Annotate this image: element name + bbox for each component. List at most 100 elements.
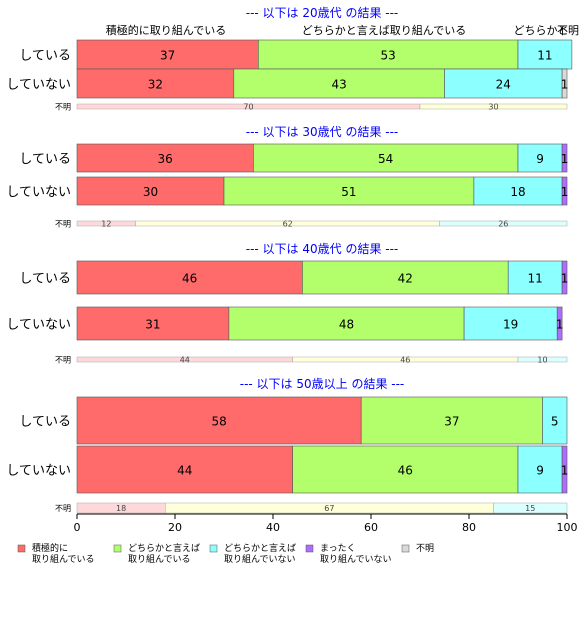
missing-label: 不明: [55, 504, 71, 513]
data-label: 48: [339, 318, 354, 332]
category-label: していない: [6, 78, 71, 93]
data-label: 1: [561, 185, 569, 199]
legend-label-line: 取り組んでいる: [32, 553, 95, 565]
missing-segment: [439, 220, 568, 227]
x-tick-label: 100: [557, 521, 578, 534]
data-label: 31: [145, 318, 160, 332]
bar-segment: [233, 68, 445, 99]
missing-label: 不明: [55, 220, 71, 229]
data-label: 24: [496, 78, 511, 92]
bar-segment: [223, 176, 475, 206]
data-label: 37: [444, 415, 459, 429]
bar-segment: [463, 306, 558, 341]
header-label: どちらかと言えば取り組んでいる: [302, 24, 466, 37]
header-label: どちらかと: [514, 24, 569, 37]
missing-segment: [419, 103, 568, 110]
data-label: 37: [160, 49, 175, 63]
category-label: していない: [6, 464, 71, 479]
legend-label: どちらかと言えば取り組んでいない: [224, 542, 296, 565]
bar-segment: [561, 260, 568, 295]
missing-value-label: 26: [498, 220, 508, 229]
bar-segment: [302, 260, 509, 295]
x-tick-label: 60: [364, 521, 378, 534]
legend-label-line: 不明: [416, 543, 434, 554]
data-label: 1: [561, 464, 569, 478]
bar-segment: [76, 260, 303, 295]
data-label: 46: [398, 464, 413, 478]
group-title: --- 以下は 30歳代 の結果 ---: [246, 125, 399, 139]
legend-label-line: どちらかと言えば: [224, 542, 296, 554]
missing-label: 不明: [55, 356, 71, 365]
data-label: 11: [528, 272, 543, 286]
data-label: 9: [536, 152, 544, 166]
header-label: 不明: [557, 24, 579, 37]
data-label: 53: [381, 49, 396, 63]
data-label: 19: [503, 318, 518, 332]
legend-label-line: 取り組んでいない: [320, 553, 392, 565]
data-label: 30: [143, 185, 158, 199]
data-label: 1: [561, 78, 569, 92]
bar-segment: [292, 445, 519, 494]
bar-segment: [517, 445, 563, 494]
legend-label-line: 取り組んでいない: [224, 553, 296, 565]
missing-value-label: 30: [488, 103, 498, 112]
data-label: 1: [561, 272, 569, 286]
x-tick-label: 40: [266, 521, 280, 534]
data-label: 36: [158, 152, 173, 166]
legend-label: まったく取り組んでいない: [320, 543, 392, 565]
bar-segment: [507, 260, 563, 295]
missing-value-label: 62: [283, 220, 293, 229]
category-label: している: [19, 415, 71, 430]
missing-segment: [517, 356, 568, 363]
missing-segment: [493, 502, 568, 514]
missing-value-label: 67: [324, 504, 334, 513]
data-label: 51: [341, 185, 356, 199]
group-title: --- 以下は 50歳以上 の結果 ---: [240, 377, 405, 391]
category-label: していない: [6, 318, 71, 333]
legend-swatch: [209, 544, 218, 553]
x-tick-label: 80: [462, 521, 476, 534]
legend-label: どちらかと言えば取り組んでいる: [128, 542, 200, 565]
legend-swatch: [305, 544, 314, 553]
data-label: 11: [537, 49, 552, 63]
data-label: 54: [378, 152, 393, 166]
bar-segment: [556, 306, 563, 341]
category-label: している: [19, 272, 71, 287]
legend-label: 不明: [416, 543, 434, 554]
bar-segment: [76, 445, 293, 494]
category-label: していない: [6, 185, 71, 200]
bar-segment: [444, 68, 563, 99]
bar-segment: [542, 396, 568, 445]
bar-segment: [76, 176, 225, 206]
legend-label-line: 積極的に: [32, 542, 68, 554]
header-label: 積極的に取り組んでいる: [106, 23, 226, 37]
x-tick-label: 0: [74, 521, 81, 534]
bar-segment: [561, 68, 568, 99]
missing-value-label: 15: [525, 504, 535, 513]
data-label: 42: [398, 272, 413, 286]
data-label: 44: [177, 464, 192, 478]
bar-segment: [76, 306, 230, 341]
bar-segment: [561, 176, 568, 206]
category-label: している: [19, 152, 71, 167]
missing-value-label: 12: [101, 220, 111, 229]
data-label: 46: [182, 272, 197, 286]
data-label: 32: [148, 78, 163, 92]
data-label: 1: [561, 152, 569, 166]
missing-label: 不明: [55, 103, 71, 112]
data-label: 5: [551, 415, 559, 429]
bar-segment: [76, 143, 254, 173]
missing-value-label: 18: [116, 504, 126, 513]
bar-segment: [360, 396, 543, 445]
legend-swatch: [17, 544, 26, 553]
legend-label-line: どちらかと言えば: [128, 542, 200, 554]
data-label: 1: [556, 318, 564, 332]
legend-label: 積極的に取り組んでいる: [32, 542, 95, 565]
legend-label-line: まったく: [320, 543, 356, 554]
bar-segment: [473, 176, 563, 206]
x-tick-label: 20: [168, 521, 182, 534]
legend-swatch: [113, 544, 122, 553]
data-label: 43: [332, 78, 347, 92]
missing-value-label: 10: [537, 356, 547, 365]
